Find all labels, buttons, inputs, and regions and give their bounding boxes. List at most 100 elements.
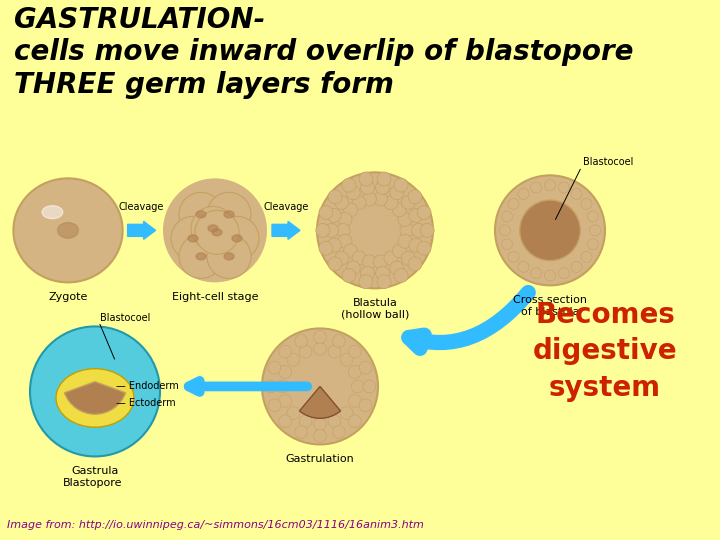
Circle shape (502, 239, 513, 250)
FancyArrowPatch shape (189, 381, 307, 392)
Circle shape (343, 203, 358, 217)
Circle shape (417, 241, 431, 255)
Ellipse shape (224, 211, 234, 218)
Text: Blastopore: Blastopore (63, 478, 122, 489)
Circle shape (359, 361, 372, 374)
Circle shape (571, 188, 582, 199)
Text: Zygote: Zygote (48, 292, 88, 302)
Ellipse shape (56, 369, 134, 427)
Circle shape (384, 196, 398, 210)
Circle shape (341, 407, 353, 420)
Text: — Ectoderm: — Ectoderm (116, 399, 176, 408)
Text: Eight-cell stage: Eight-cell stage (172, 292, 258, 302)
Circle shape (346, 186, 360, 200)
Circle shape (264, 380, 277, 393)
Text: Blastocoel: Blastocoel (100, 313, 150, 323)
Circle shape (376, 266, 390, 280)
Text: GASTRULATION-
cells move inward overlip of blastopore
THREE germ layers form: GASTRULATION- cells move inward overlip … (14, 6, 634, 99)
Circle shape (262, 328, 378, 444)
Circle shape (571, 261, 582, 272)
Circle shape (327, 238, 341, 252)
Circle shape (279, 345, 292, 358)
Text: Blastocoel: Blastocoel (583, 157, 634, 167)
Circle shape (316, 224, 330, 237)
Circle shape (495, 176, 605, 285)
Circle shape (508, 198, 519, 210)
Circle shape (207, 234, 251, 278)
Circle shape (502, 211, 513, 222)
Text: Blastula
(hollow ball): Blastula (hollow ball) (341, 299, 409, 320)
Circle shape (335, 195, 348, 210)
Circle shape (328, 345, 341, 358)
Circle shape (327, 208, 341, 222)
Circle shape (417, 206, 431, 219)
Ellipse shape (212, 229, 222, 236)
Circle shape (268, 399, 281, 411)
Circle shape (412, 224, 426, 237)
Text: Image from: http://io.uwinnipeg.ca/~simmons/16cm03/1116/16anim3.htm: Image from: http://io.uwinnipeg.ca/~simm… (7, 520, 424, 530)
Circle shape (348, 415, 361, 428)
Ellipse shape (196, 211, 206, 218)
Circle shape (590, 225, 600, 236)
Text: Becomes
digestive
system: Becomes digestive system (533, 301, 678, 402)
Ellipse shape (196, 253, 206, 260)
Wedge shape (65, 382, 125, 414)
Circle shape (361, 180, 374, 194)
Ellipse shape (224, 253, 234, 260)
Circle shape (343, 244, 358, 258)
Circle shape (342, 268, 356, 282)
FancyArrow shape (127, 221, 156, 239)
Circle shape (408, 190, 422, 204)
Circle shape (420, 224, 434, 237)
Circle shape (390, 186, 404, 200)
Circle shape (362, 255, 377, 269)
Circle shape (559, 268, 570, 279)
Ellipse shape (232, 235, 242, 242)
Circle shape (287, 353, 300, 366)
Circle shape (314, 418, 326, 430)
Circle shape (279, 415, 292, 428)
Circle shape (341, 353, 353, 366)
Text: Gastrulation: Gastrulation (286, 455, 354, 464)
Circle shape (346, 261, 360, 275)
Circle shape (362, 192, 377, 206)
Circle shape (215, 217, 259, 260)
FancyArrowPatch shape (409, 293, 528, 348)
Circle shape (398, 234, 412, 248)
Circle shape (325, 224, 338, 237)
Circle shape (348, 395, 361, 407)
Circle shape (163, 178, 267, 282)
Circle shape (348, 345, 361, 358)
Circle shape (333, 426, 346, 438)
Text: Cross section
of blastula: Cross section of blastula (513, 295, 587, 317)
Circle shape (544, 180, 556, 191)
Circle shape (276, 380, 289, 393)
Circle shape (319, 206, 333, 219)
Circle shape (394, 268, 408, 282)
Circle shape (319, 241, 333, 255)
Circle shape (333, 334, 346, 347)
Circle shape (400, 224, 414, 237)
Circle shape (392, 203, 406, 217)
Circle shape (351, 380, 364, 393)
Circle shape (294, 426, 307, 438)
Circle shape (338, 234, 352, 248)
Circle shape (287, 407, 300, 420)
Ellipse shape (58, 222, 78, 238)
Circle shape (352, 251, 366, 265)
Ellipse shape (188, 235, 198, 242)
Circle shape (328, 257, 342, 271)
Text: Gastrula: Gastrula (71, 467, 119, 476)
Circle shape (581, 198, 592, 210)
Circle shape (377, 172, 391, 186)
Ellipse shape (42, 206, 63, 219)
Circle shape (191, 206, 235, 251)
Circle shape (394, 178, 408, 192)
Circle shape (384, 251, 398, 265)
Circle shape (409, 238, 423, 252)
Circle shape (374, 192, 387, 206)
Circle shape (279, 366, 292, 379)
Circle shape (531, 182, 541, 193)
Circle shape (508, 252, 519, 262)
Circle shape (408, 257, 422, 271)
